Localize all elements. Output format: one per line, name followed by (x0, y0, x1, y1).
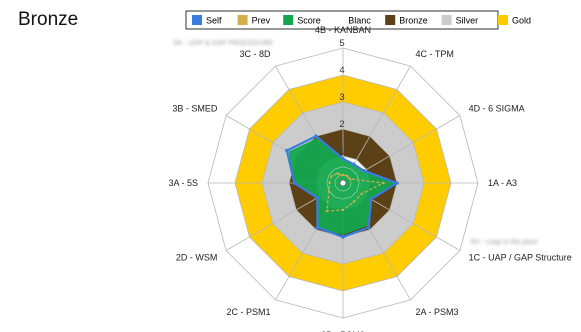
series-prev-point (330, 175, 333, 178)
category-label: 4B - KANBAN (315, 25, 371, 35)
category-label: 4D - 6 SIGMA (469, 104, 525, 114)
series-prev-point (325, 209, 328, 213)
legend-swatch-silver (441, 15, 452, 25)
chart-legend: Self Prev Score Blanc Bronze Silver Gold (185, 10, 531, 30)
category-label: 3C - 8D (239, 49, 271, 59)
series-self-point (341, 156, 345, 161)
category-label: 1A - A3 (488, 178, 517, 188)
series-prev-point (336, 172, 339, 175)
series-self-point (341, 235, 345, 239)
series-prev-point (341, 208, 345, 212)
legend-item-prev: Prev (237, 15, 271, 26)
category-labels: SK - UDP & GAP PROCEDURE SH - Leap in th… (168, 25, 571, 332)
inner-ring (326, 166, 360, 200)
series-self-point (314, 134, 318, 138)
center-marker (339, 179, 347, 187)
legend-item-score: Score (283, 15, 321, 26)
legend-label-score: Score (297, 16, 321, 26)
category-label: 3A - 5S (168, 178, 198, 188)
series-prev-point (348, 177, 352, 181)
series-self-point (369, 197, 373, 201)
series-prev-point (327, 189, 331, 193)
radial-tick-label: 3 (339, 92, 344, 103)
series-prev-point (328, 181, 331, 185)
legend-swatch-gold (498, 15, 508, 25)
legend-item-blanc: Blanc (333, 14, 371, 26)
blurred-label: SK - UDP & GAP PROCEDURE (173, 40, 273, 47)
series-self-point (315, 196, 320, 200)
legend-swatch-bronze (385, 15, 396, 25)
category-label: 2A - PSM3 (416, 307, 459, 317)
series-self-point (315, 225, 320, 230)
series-self-point (366, 225, 371, 230)
series-self-point (362, 169, 366, 173)
series-prev-point (345, 174, 349, 178)
category-label: 4C - TPM (416, 49, 454, 59)
radial-ticks: 1 2 3 4 5 (339, 38, 344, 157)
radar-series (285, 134, 399, 239)
category-label: 2C - PSM1 (226, 307, 270, 317)
category-label: 2D - WSM (176, 253, 218, 263)
series-prev-point (352, 200, 355, 203)
series-self-point (285, 148, 289, 153)
legend-item-self: Self (192, 15, 222, 26)
radial-tick-label: 5 (339, 38, 344, 49)
legend-label-blanc: Blanc (348, 16, 371, 26)
category-label: 3B - SMED (172, 104, 218, 114)
series-self-point (292, 181, 297, 185)
legend-label-gold: Gold (512, 16, 531, 26)
series-prev-point (382, 181, 385, 185)
series-self-point (352, 162, 356, 167)
category-label: 1C - UAP / GAP Structure (469, 253, 572, 263)
legend-swatch-score (283, 15, 294, 25)
series-self-point (395, 181, 399, 185)
legend-item-silver: Silver (441, 15, 479, 26)
legend-item-bronze: Bronze (385, 15, 428, 26)
legend-label-prev: Prev (252, 16, 271, 26)
radial-tick-label: 1 (339, 146, 344, 157)
series-prev-point (360, 192, 363, 195)
page-title: Bronze (18, 9, 79, 30)
radial-tick-label: 4 (339, 65, 344, 76)
legend-label-self: Self (206, 16, 222, 26)
series-prev-point (341, 173, 345, 177)
category-label: 2B - PSM2 (321, 330, 365, 332)
blurred-label: SH - Leap in the plant (470, 239, 538, 246)
legend-swatch-prev (237, 15, 248, 25)
radial-tick-label: 2 (339, 119, 344, 130)
legend-label-bronze: Bronze (399, 16, 428, 26)
legend-label-silver: Silver (456, 16, 479, 26)
legend-swatch-blanc (333, 14, 345, 26)
legend-swatch-self (192, 15, 202, 25)
legend-item-gold: Gold (498, 15, 531, 26)
